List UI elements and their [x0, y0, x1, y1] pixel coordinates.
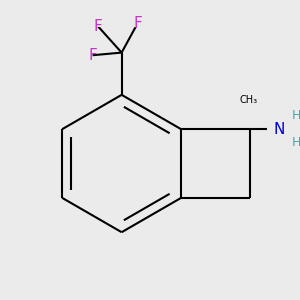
- Text: N: N: [273, 122, 284, 137]
- Text: CH₃: CH₃: [239, 95, 257, 105]
- Text: F: F: [88, 48, 97, 63]
- Text: H: H: [291, 110, 300, 122]
- Text: H: H: [291, 136, 300, 149]
- Text: F: F: [133, 16, 142, 31]
- Text: F: F: [94, 19, 102, 34]
